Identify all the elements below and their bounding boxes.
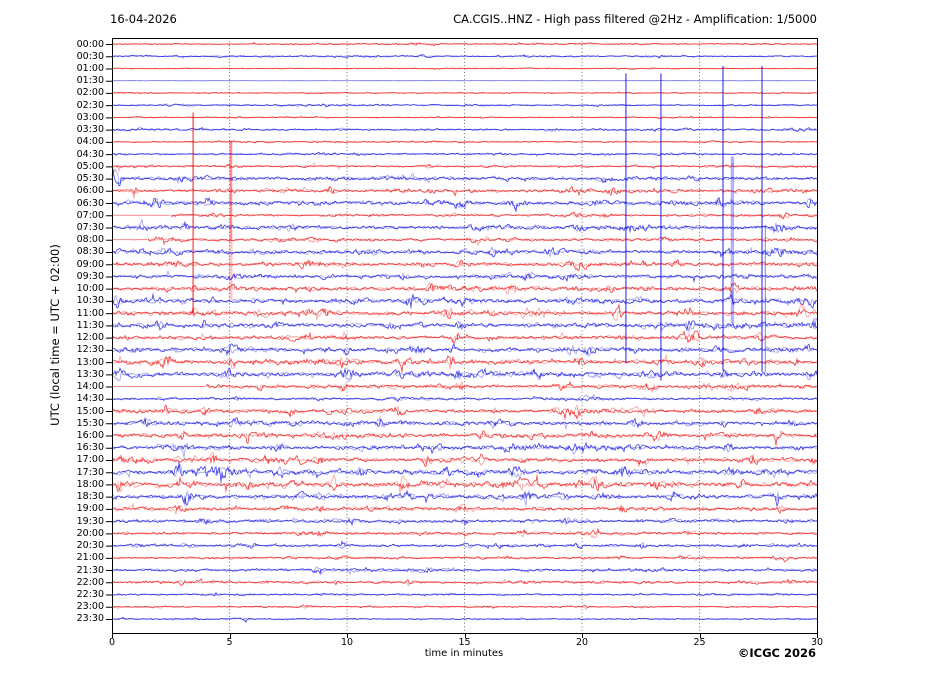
copyright-label: ©ICGC 2026 [737,646,816,660]
y-tick-label: 11:00 [76,307,104,319]
y-tick-label: 14:30 [76,393,104,405]
page-title: CA.CGIS..HNZ - High pass filtered @2Hz -… [453,12,817,26]
y-tick-label: 05:30 [76,173,104,185]
y-tick-label: 23:00 [76,601,104,613]
x-axis-title: time in minutes [424,648,504,659]
y-tick-label: 06:30 [76,197,104,209]
x-tick-label: 10 [340,637,354,648]
y-tick-label: 21:30 [76,564,104,576]
y-tick-label: 17:00 [76,454,104,466]
y-tick-label: 03:00 [76,111,104,123]
y-tick-label: 09:30 [76,270,104,282]
y-tick-label: 12:00 [76,332,104,344]
y-tick-label: 19:00 [76,503,104,515]
y-tick-label: 04:30 [76,148,104,160]
y-tick-label: 06:00 [76,185,104,197]
y-tick-label: 16:00 [76,429,104,441]
y-tick-label: 11:30 [76,319,104,331]
y-tick-label: 13:00 [76,356,104,368]
y-tick-label: 20:00 [76,527,104,539]
y-tick-label: 10:00 [76,283,104,295]
y-tick-label: 18:00 [76,478,104,490]
y-tick-label: 20:30 [76,540,104,552]
y-tick-label: 02:30 [76,99,104,111]
y-tick-label: 16:30 [76,442,104,454]
y-tick-label: 08:00 [76,234,104,246]
date-label: 16-04-2026 [110,12,177,26]
y-tick-label: 05:00 [76,160,104,172]
y-tick-label: 02:00 [76,87,104,99]
y-tick-label: 15:00 [76,405,104,417]
y-tick-label: 01:30 [76,75,104,87]
y-tick-label: 13:30 [76,368,104,380]
y-tick-label: 00:00 [76,38,104,50]
y-tick-label: 14:00 [76,381,104,393]
y-tick-label: 00:30 [76,50,104,62]
x-tick-label: 5 [226,637,233,648]
y-tick-label: 03:30 [76,124,104,136]
x-tick-label: 25 [693,637,706,648]
y-tick-label: 07:00 [76,209,104,221]
y-tick-label: 19:30 [76,515,104,527]
x-tick-label: 0 [108,637,116,648]
y-tick-label: 10:30 [76,295,104,307]
y-tick-label: 22:30 [76,589,104,601]
y-tick-label: 21:00 [76,552,104,564]
y-tick-label: 12:30 [76,344,104,356]
y-tick-label: 15:30 [76,417,104,429]
x-tick-label: 30 [810,637,824,648]
y-tick-label: 23:30 [76,613,104,625]
y-tick-label: 07:30 [76,222,104,233]
x-tick-label: 15 [458,637,471,648]
y-tick-label: 04:00 [76,136,104,148]
y-tick-label: 09:00 [76,258,104,270]
x-tick-label: 20 [575,637,589,648]
y-tick-label: 18:30 [76,491,104,503]
y-tick-label: 22:00 [76,576,104,588]
y-tick-label: 08:30 [76,246,104,258]
y-tick-label: 17:30 [76,466,104,478]
y-tick-label: 01:00 [76,62,104,74]
